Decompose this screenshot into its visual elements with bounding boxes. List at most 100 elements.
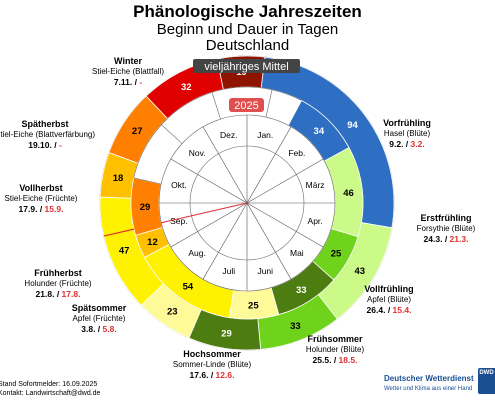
current-label-hochsommer: 54: [183, 282, 194, 293]
season-vollfruehling-mean-date: 26.4. /: [367, 305, 393, 315]
outer-label-winter: 94: [347, 120, 358, 131]
month-label-nov-: Nov.: [189, 148, 206, 158]
chart-title: Phänologische Jahreszeiten: [133, 2, 362, 21]
current-date-marker: [161, 202, 248, 224]
current-label-fruehherbst: 29: [140, 202, 151, 213]
season-vollherbst-dates: 17.9. / 15.9.: [19, 204, 64, 214]
month-divider: [170, 158, 248, 204]
season-vollherbst-mean-date: 17.9. /: [19, 204, 45, 214]
season-winter-mean-date: 7.11. /: [114, 77, 140, 87]
month-divider: [246, 158, 324, 204]
season-fruehsommer-name: Frühsommer: [307, 334, 363, 344]
season-erstfruehling-plant: Forsythie (Blüte): [417, 224, 476, 233]
month-divider: [246, 202, 324, 248]
chart-subtitle: Beginn und Dauer in Tagen: [156, 21, 339, 38]
blank-sector-divider: [161, 124, 183, 144]
season-hochsommer-mean-date: 17.6. /: [190, 370, 216, 380]
month-label-feb-: Feb.: [288, 148, 305, 158]
season-hochsommer-plant: Sommer-Linde (Blüte): [173, 360, 252, 369]
dwd-org-name: Deutscher Wetterdienst: [384, 374, 474, 383]
season-spaetsommer-dates: 3.8. / 5.8.: [81, 324, 116, 334]
season-fruehherbst-current-date: 17.8.: [62, 289, 81, 299]
season-erstfruehling-dates: 24.3. / 21.3.: [424, 234, 469, 244]
season-spaetherbst-mean-date: 19.10. /: [28, 140, 59, 150]
season-spaetherbst-current-date: -: [59, 140, 62, 150]
current-label-vollfruehling: 33: [296, 285, 307, 296]
season-hochsommer-dates: 17.6. / 12.6.: [190, 370, 235, 380]
season-vollherbst-name: Vollherbst: [19, 183, 62, 193]
month-divider: [202, 126, 248, 204]
season-winter-name: Winter: [114, 56, 142, 66]
season-winter-current-date: -: [139, 77, 142, 87]
month-divider: [246, 126, 292, 204]
current-label-vorfruehling: 46: [343, 188, 354, 199]
season-vollfruehling-name: Vollfrühling: [364, 284, 413, 294]
season-vollfruehling-current-date: 15.4.: [393, 305, 412, 315]
month-label-mai: Mai: [290, 248, 304, 258]
month-label-sep-: Sep.: [170, 216, 188, 226]
outer-label-fruehsommer: 23: [167, 307, 178, 318]
inner-ring-caption-bg: [229, 98, 264, 112]
season-fruehherbst-mean-date: 21.8. /: [36, 289, 62, 299]
season-vollherbst-current-date: 15.9.: [45, 204, 64, 214]
outer-label-vollfruehling: 29: [221, 328, 232, 339]
month-label-jan-: Jan.: [257, 130, 273, 140]
current-label-spaetsommer: 12: [147, 237, 158, 248]
dwd-tagline: Wetter und Klima aus einer Hand: [384, 386, 473, 392]
season-fruehsommer-current-date: 18.5.: [339, 355, 358, 365]
dwd-logo-icon: DWD: [478, 368, 495, 394]
month-disc-inner: [189, 145, 305, 261]
blank-sector-divider: [133, 177, 162, 185]
outer-label-vorfruehling: 43: [355, 266, 366, 277]
inner-ring-caption: 2025: [234, 100, 258, 112]
season-spaetsommer-mean-date: 3.8. /: [81, 324, 102, 334]
season-vorfruehling-name: Vorfrühling: [383, 118, 431, 128]
footer-status: Stand Sofortmelder: 16.09.2025: [0, 381, 98, 388]
current-label-winter: 34: [314, 126, 325, 137]
season-spaetsommer-current-date: 5.8.: [103, 324, 117, 334]
blank-sector-divider: [211, 92, 221, 120]
blank-sector-divider: [265, 89, 273, 118]
current-date-tick: [103, 228, 135, 237]
season-fruehherbst-name: Frühherbst: [34, 268, 82, 278]
outer-ring-caption-bg: [193, 59, 300, 73]
season-spaetherbst-name: Spätherbst: [21, 119, 68, 129]
season-fruehherbst-plant: Holunder (Früchte): [24, 279, 91, 288]
month-label-apr-: Apr.: [308, 216, 323, 226]
outer-label-fruehherbst: 27: [132, 126, 143, 137]
season-spaetsommer-plant: Apfel (Früchte): [73, 314, 126, 323]
season-hochsommer-name: Hochsommer: [183, 349, 241, 359]
outer-label-hochsommer: 47: [119, 245, 130, 256]
month-divider: [202, 202, 248, 280]
chart-region: Deutschland: [205, 37, 290, 54]
season-vorfruehling-current-date: 3.2.: [411, 139, 425, 149]
season-erstfruehling-name: Erstfrühling: [421, 213, 472, 223]
outer-label-erstfruehling: 33: [290, 321, 301, 332]
outer-label-vollherbst: 32: [181, 82, 192, 93]
month-label-juni: Juni: [257, 266, 273, 276]
season-erstfruehling-mean-date: 24.3. /: [424, 234, 450, 244]
season-vollfruehling-dates: 26.4. / 15.4.: [367, 305, 412, 315]
month-divider: [246, 202, 292, 280]
season-vorfruehling-dates: 9.2. / 3.2.: [389, 139, 424, 149]
season-fruehsommer-mean-date: 25.5. /: [313, 355, 339, 365]
footer-contact[interactable]: Kontakt: Landwirtschaft@dwd.de: [0, 390, 101, 397]
outer-label-spaetsommer: 18: [113, 173, 124, 184]
season-fruehherbst-dates: 21.8. / 17.8.: [36, 289, 81, 299]
season-vollherbst-plant: Stiel-Eiche (Früchte): [5, 194, 78, 203]
current-label-fruehsommer: 25: [248, 300, 259, 311]
season-spaetherbst-plant: Stiel-Eiche (Blattverfärbung): [0, 130, 95, 139]
season-fruehsommer-dates: 25.5. / 18.5.: [313, 355, 358, 365]
season-winter-plant: Stiel-Eiche (Blattfall): [92, 67, 164, 76]
current-label-erstfruehling: 25: [331, 248, 342, 259]
season-winter-dates: 7.11. / -: [114, 77, 143, 87]
month-label-juli: Juli: [222, 266, 235, 276]
season-spaetsommer-name: Spätsommer: [72, 303, 127, 313]
outer-ring-caption: vieljähriges Mittel: [204, 61, 288, 73]
season-spaetherbst-dates: 19.10. / -: [28, 140, 62, 150]
season-fruehsommer-plant: Holunder (Blüte): [306, 345, 365, 354]
season-vollfruehling-plant: Apfel (Blüte): [367, 295, 411, 304]
month-label-aug-: Aug.: [188, 248, 206, 258]
month-divider: [170, 202, 248, 248]
